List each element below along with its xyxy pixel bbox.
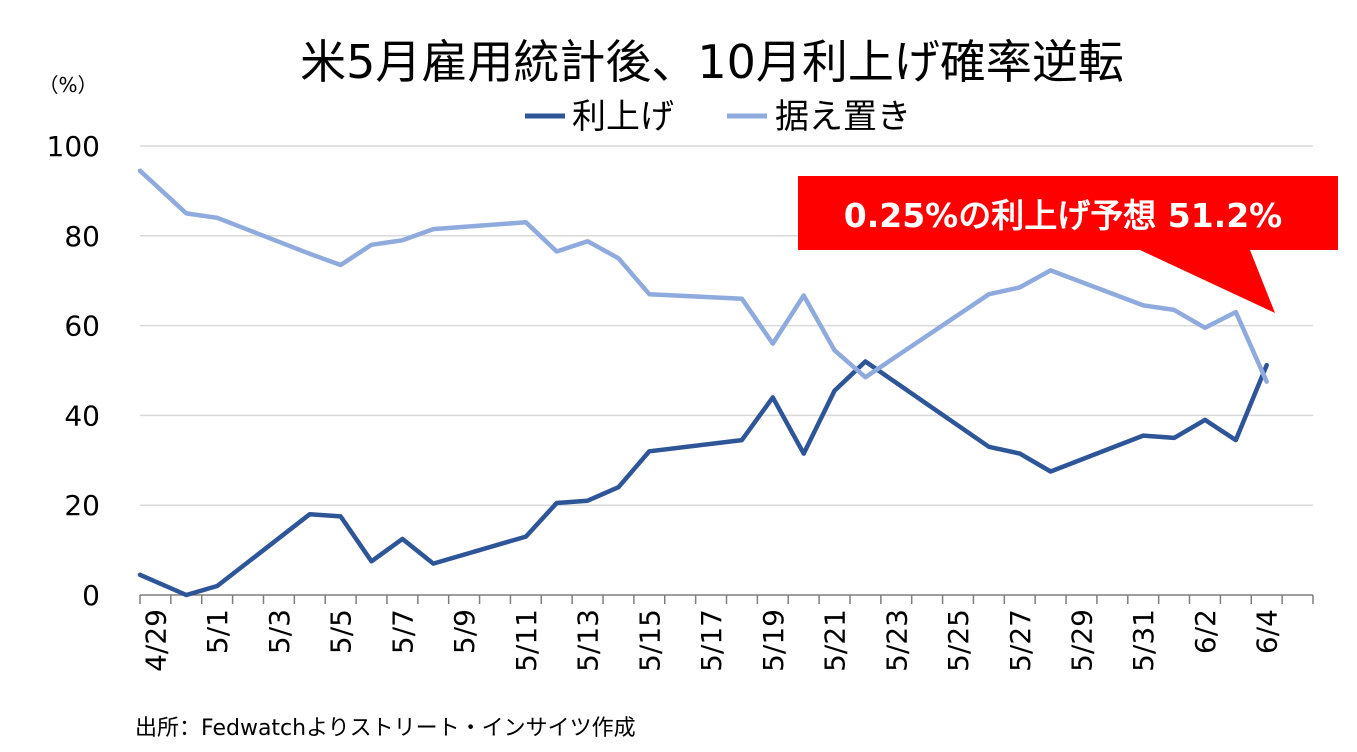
x-tick-label: 6/2 bbox=[1189, 609, 1222, 654]
chart-title: 米5月雇用統計後、10月利上げ確率逆転 bbox=[300, 35, 1124, 89]
x-tick-label: 5/7 bbox=[386, 609, 419, 654]
gridlines bbox=[140, 145, 1313, 506]
legend-label-hold: 据え置き bbox=[775, 97, 911, 137]
y-tick-label: 100 bbox=[47, 130, 100, 163]
annotation-box bbox=[798, 176, 1338, 313]
x-tick-label: 5/31 bbox=[1127, 609, 1160, 672]
x-tick-label: 5/15 bbox=[633, 609, 666, 672]
x-tick-label: 4/29 bbox=[139, 609, 172, 672]
x-tick-label: 5/3 bbox=[263, 609, 296, 654]
series-line-hold bbox=[137, 168, 1269, 384]
x-tick-label: 6/4 bbox=[1251, 609, 1284, 654]
x-tick-label: 5/9 bbox=[448, 609, 481, 654]
x-tick-label: 5/23 bbox=[880, 609, 913, 672]
y-tick-label: 60 bbox=[64, 310, 100, 343]
y-unit-label: （%） bbox=[38, 73, 97, 97]
x-tick-label: 5/17 bbox=[695, 609, 728, 672]
x-tick-label: 5/19 bbox=[757, 609, 790, 672]
source-note: 出所：Fedwatchよりストリート・インサイツ作成 bbox=[135, 716, 636, 741]
legend: 利上げ 据え置き bbox=[525, 97, 911, 137]
x-tick-label: 5/21 bbox=[819, 609, 852, 672]
annotation-callout: 0.25%の利上げ予想 51.2% bbox=[798, 176, 1338, 313]
x-tick-label: 5/29 bbox=[1065, 609, 1098, 672]
y-axis-ticks: 0 20 40 60 80 100 bbox=[47, 130, 100, 612]
y-tick-label: 20 bbox=[64, 489, 100, 522]
x-tick-label: 5/1 bbox=[201, 609, 234, 654]
x-tick-label: 5/13 bbox=[572, 609, 605, 672]
series-lines bbox=[137, 168, 1269, 598]
x-tick-label: 5/25 bbox=[942, 609, 975, 672]
x-tick-label: 5/5 bbox=[325, 609, 358, 654]
annotation-text: 0.25%の利上げ予想 51.2% bbox=[844, 196, 1282, 235]
y-tick-label: 0 bbox=[82, 579, 100, 612]
x-axis: 4/29 5/1 5/3 5/5 5/7 5/9 5/11 5/13 5/15 5/17 5/19 5… bbox=[139, 594, 1314, 672]
legend-label-rate-hike: 利上げ bbox=[572, 97, 674, 137]
y-tick-label: 40 bbox=[64, 399, 100, 432]
y-tick-label: 80 bbox=[64, 220, 100, 253]
x-tick-label: 5/27 bbox=[1004, 609, 1037, 672]
series-line-rate-hike bbox=[137, 359, 1269, 598]
x-tick-label: 5/11 bbox=[510, 609, 543, 672]
